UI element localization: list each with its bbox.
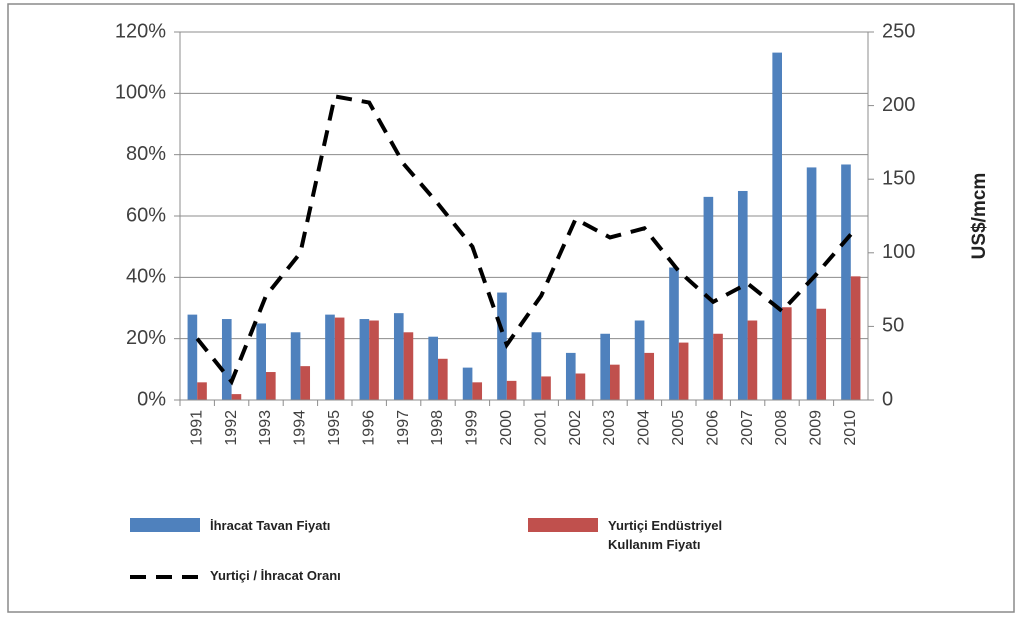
- bar: [462, 367, 473, 400]
- y2-tick-label: 0: [882, 388, 893, 410]
- x-tick-label: 2008: [773, 410, 790, 446]
- y-tick-label: 40%: [126, 266, 166, 288]
- bar: [634, 320, 645, 400]
- x-tick-label: 2007: [739, 410, 756, 446]
- bar: [197, 382, 207, 400]
- bar: [231, 394, 242, 400]
- bar: [806, 167, 817, 400]
- legend-label: İhracat Tavan Fiyatı: [210, 518, 331, 533]
- y-tick-label: 100%: [115, 82, 166, 104]
- y2-tick-label: 200: [882, 94, 915, 116]
- bar: [438, 358, 448, 400]
- y-tick-label: 20%: [126, 327, 166, 349]
- bar: [300, 366, 311, 400]
- bar: [644, 352, 655, 400]
- x-tick-label: 1992: [223, 410, 240, 446]
- y2-axis-label: US$/mcm: [969, 173, 990, 260]
- bar: [393, 313, 404, 400]
- x-tick-label: 2002: [567, 410, 584, 446]
- bar: [506, 380, 517, 400]
- bar: [772, 52, 782, 400]
- bar: [403, 332, 414, 400]
- x-tick-label: 2001: [532, 410, 549, 446]
- bar: [737, 190, 748, 400]
- x-tick-label: 2005: [670, 410, 687, 446]
- bar: [816, 308, 827, 400]
- line: [195, 94, 853, 386]
- x-tick-label: 1998: [429, 410, 446, 446]
- bar: [266, 372, 276, 400]
- x-tick-label: 1991: [188, 410, 205, 446]
- bar: [325, 314, 335, 400]
- x-tick-label: 1993: [257, 410, 274, 446]
- y2-tick-label: 250: [882, 20, 915, 42]
- bar: [334, 317, 345, 400]
- x-tick-label: 1994: [292, 410, 309, 446]
- x-tick-label: 2006: [704, 410, 721, 446]
- bar: [600, 333, 610, 400]
- bar: [221, 319, 232, 400]
- bar: [359, 319, 370, 400]
- bar: [565, 352, 576, 400]
- bar: [497, 292, 507, 400]
- x-tick-label: 2004: [636, 410, 653, 446]
- y2-tick-label: 150: [882, 167, 915, 189]
- x-tick-label: 1997: [395, 410, 412, 446]
- y-tick-label: 0%: [137, 388, 166, 410]
- x-tick-label: 1999: [464, 410, 481, 446]
- y-tick-label: 120%: [115, 20, 166, 42]
- bar: [187, 314, 198, 400]
- x-tick-label: 2009: [808, 410, 825, 446]
- x-tick-label: 2003: [601, 410, 618, 446]
- bar: [541, 376, 551, 400]
- bar: [678, 342, 689, 400]
- y-tick-label: 60%: [126, 204, 166, 226]
- bar: [369, 320, 379, 400]
- bar: [256, 323, 266, 400]
- x-tick-label: 1995: [326, 410, 343, 446]
- legend-label: Yurtiçi / İhracat Oranı: [210, 568, 341, 583]
- bar: [290, 332, 301, 400]
- bar: [669, 267, 679, 400]
- x-tick-label: 1996: [360, 410, 377, 446]
- legend-swatch: [528, 518, 598, 532]
- bar: [531, 332, 542, 400]
- bar: [747, 320, 758, 400]
- bar: [428, 336, 438, 400]
- y2-tick-label: 50: [882, 315, 904, 337]
- bar: [850, 276, 861, 400]
- legend-swatch: [130, 518, 200, 532]
- bar: [713, 333, 723, 400]
- chart-border: [7, 3, 1015, 613]
- bar: [472, 382, 483, 400]
- y-tick-label: 80%: [126, 143, 166, 165]
- bar: [841, 164, 851, 400]
- bar: [575, 373, 586, 400]
- bar: [782, 307, 792, 400]
- y2-tick-label: 100: [882, 241, 915, 263]
- x-tick-label: 2010: [842, 410, 859, 446]
- x-tick-label: 2000: [498, 410, 515, 446]
- legend-label: Yurtiçi Endüstriyel Kullanım Fiyatı: [608, 518, 723, 552]
- bar: [610, 364, 620, 400]
